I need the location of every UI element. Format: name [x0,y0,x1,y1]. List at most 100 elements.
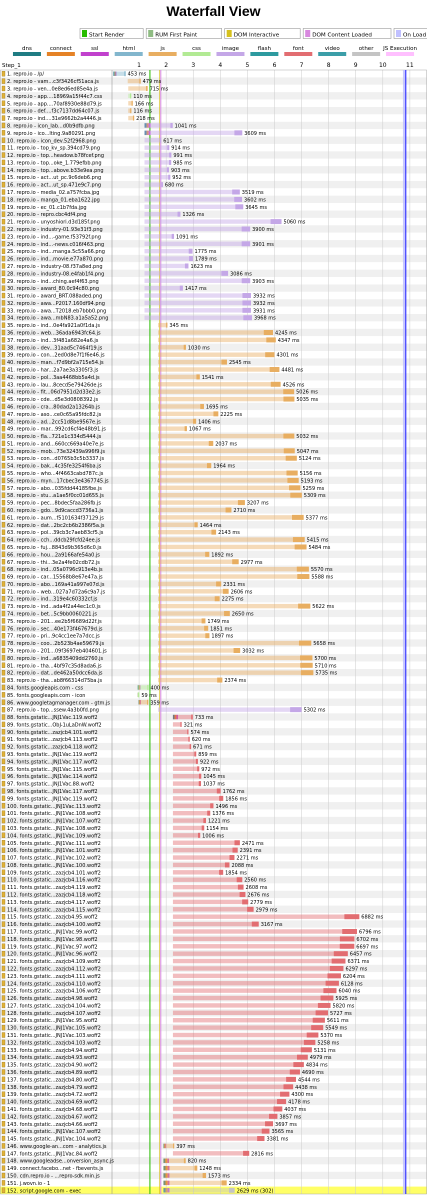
download-segment [320,995,334,1001]
row-background [0,1097,427,1106]
lock-icon [1,462,6,469]
type-legend-label: JS Execution [382,46,417,52]
download-segment [289,1069,300,1075]
lock-icon [1,899,6,905]
request-label: 88. fonts.gstatic...JNJ1Vac.119.woff2 [7,715,98,721]
ttfb-segment [158,707,302,712]
row-background [0,513,427,522]
duration-label: 5156 ms [300,471,322,477]
legend-swatch [305,30,311,37]
request-label: 33. repro.io - awa...T2018.eb7bbb0.png [7,308,106,314]
download-segment [184,263,189,269]
lock-icon [1,1084,6,1090]
duration-label: 1856 ms [225,796,247,802]
type-legend-label: js [159,46,165,52]
duration-label: 914 ms [171,146,190,152]
lock-icon [1,241,6,247]
download-segment [221,270,229,276]
ttfb-segment [158,663,313,668]
duration-label: 2334 ms [229,1181,251,1187]
lock-icon [1,1076,6,1083]
duration-label: 6040 ms [338,989,360,995]
row-background [0,1090,427,1098]
request-label: 150. cdn.repro.io - ...repro-sdk.min.js [7,1174,100,1180]
dns-segment [138,700,140,705]
row-background [0,151,427,159]
row-background [0,720,427,729]
ssl-segment [139,685,141,690]
lock-icon [1,559,6,565]
ttfb-segment [158,581,222,587]
request-label: 102. fonts.gstatic...JNJ1Vac.107.woff2 [7,819,101,825]
lock-icon [1,692,6,698]
ttfb-segment [158,574,310,579]
request-label: 4. repro.io - app....18969a15f44c7.css [7,94,103,100]
ttfb-segment [172,958,346,964]
duration-label: 5735 ms [315,671,337,677]
download-segment [339,943,355,949]
ttfb-segment [144,152,172,158]
ttfb-segment [158,345,186,350]
download-segment [229,855,235,861]
lock-icon [1,817,6,824]
request-label: 73. repro.io - ind...ada4f2a44ec1c0.js [7,604,101,610]
ttfb-segment [172,936,355,942]
row-background [0,794,427,803]
row-background [0,1053,427,1061]
lock-icon [1,825,6,831]
connect-segment [165,1180,168,1186]
lock-icon [1,152,6,158]
ttfb-segment [144,160,172,165]
duration-label: 59 ms [141,693,157,699]
row-background [0,868,427,877]
row-background [0,772,427,780]
ttfb-segment [158,330,273,335]
download-segment [300,1047,312,1053]
download-segment [210,803,214,809]
lock-icon [1,965,6,972]
row-background [0,846,427,854]
duration-label: 1376 ms [212,811,234,817]
lock-icon [1,1121,6,1127]
lock-icon [1,921,6,927]
row-background [0,92,427,100]
row-background [0,70,427,78]
lock-icon [1,248,6,254]
row-background [0,114,427,122]
download-segment [237,500,245,506]
download-segment [232,559,239,565]
ttfb-segment [158,544,307,550]
row-background [0,432,427,440]
ttfb-segment [172,722,182,727]
legend-label: DOM Content Loaded [312,33,372,39]
ttfb-segment [144,263,189,269]
dns-segment [163,1180,166,1186]
request-label: 95. fonts.gstatic...JNJ1Vac.115.woff2 [7,767,98,773]
type-legend-swatch [216,52,245,56]
legend-box [302,28,392,39]
event-legend: Start Render RUM First Paint DOM Interacti… [79,28,427,39]
lock-icon [1,840,6,846]
row-background [0,269,427,278]
request-label: 61. repro.io - aum...f5101634f37129.js [7,515,104,521]
duration-label: 1541 ms [202,375,224,381]
lock-icon [1,1002,6,1009]
dns-segment [163,1188,166,1193]
lock-icon [1,766,6,772]
row-background [0,461,427,470]
dns-segment [163,1173,166,1178]
row-background [0,742,427,751]
lock-icon [1,285,6,291]
lock-icon [1,1143,6,1149]
row-background [0,964,427,973]
row-background [0,661,427,669]
download-segment [219,869,224,875]
dns-segment [163,1143,165,1149]
row-background [0,247,427,255]
row-background [0,905,427,913]
duration-label: 5377 ms [306,515,328,521]
duration-label: 2710 ms [233,508,255,514]
dns-segment [163,1158,166,1163]
request-label: 143. fonts.gstatic...zazjcb4.66.woff2 [7,1122,98,1128]
request-label: 125. fonts.gstatic...zazjcb4.106.woff2 [7,989,101,995]
